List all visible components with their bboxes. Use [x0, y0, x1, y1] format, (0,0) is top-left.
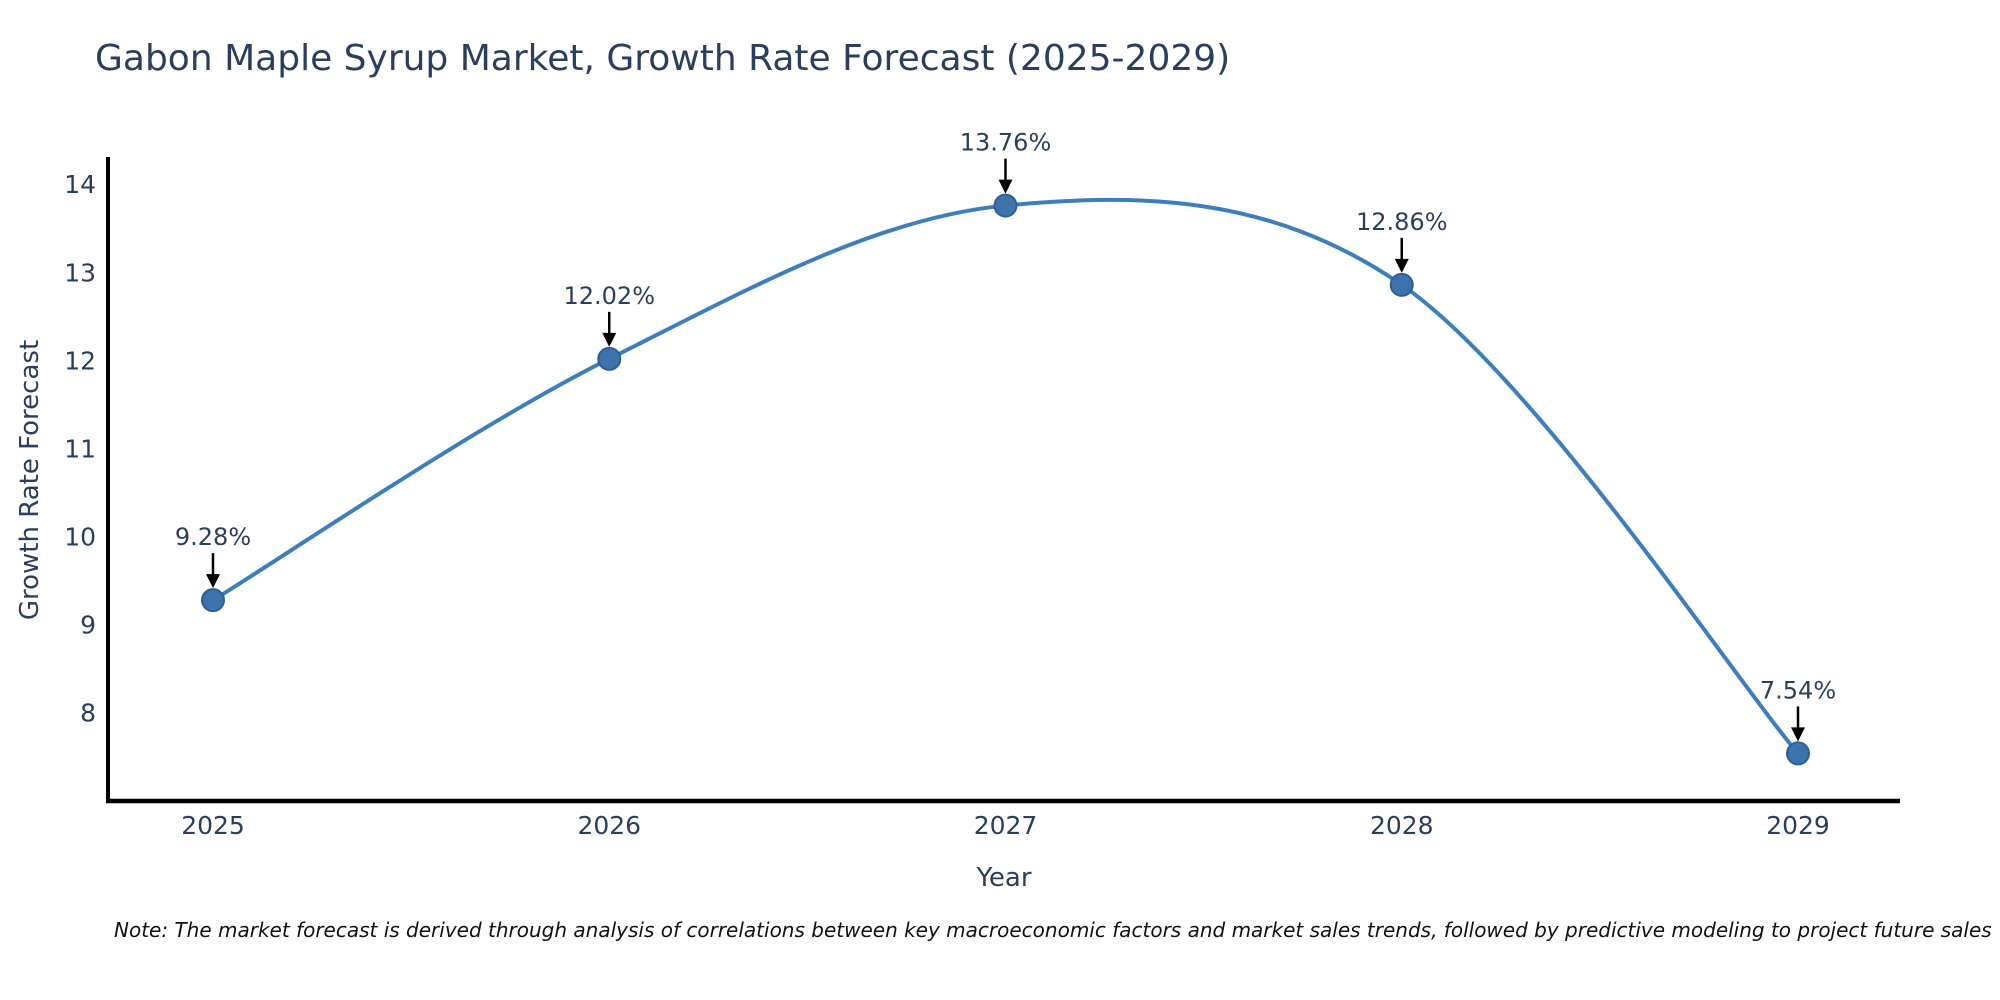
y-tick-label: 12 — [64, 346, 96, 375]
forecast-line — [211, 197, 1800, 756]
point-value-label: 9.28% — [175, 523, 251, 551]
plot-area: 8 9 10 11 12 13 14 2025 2026 2027 2028 2029 9.28% 12.… — [64, 129, 1836, 840]
annotation-arrowhead — [206, 574, 220, 589]
point-value-label: 7.54% — [1760, 676, 1836, 704]
chart-title: Gabon Maple Syrup Market, Growth Rate Fo… — [95, 38, 1231, 79]
annotation-arrowhead — [1791, 727, 1805, 742]
x-tick-label: 2027 — [974, 811, 1038, 840]
y-tick-label: 9 — [80, 611, 96, 640]
footnote: Note: The market forecast is derived thr… — [114, 918, 1992, 942]
y-tick-label: 14 — [64, 170, 96, 199]
annotation-arrowhead — [1394, 258, 1409, 273]
data-point-2027[interactable] — [993, 193, 1018, 218]
x-tick-label: 2025 — [181, 811, 245, 840]
data-point-2029[interactable] — [1786, 741, 1810, 766]
y-tick-label: 10 — [64, 523, 96, 552]
x-tick-label: 2029 — [1766, 811, 1830, 840]
x-axis-title: Year — [975, 863, 1031, 893]
point-value-label: 12.86% — [1356, 208, 1448, 236]
data-point-2025[interactable] — [201, 588, 225, 613]
data-point-2028[interactable] — [1389, 272, 1414, 297]
data-point-2026[interactable] — [597, 346, 622, 371]
x-tick-label: 2026 — [577, 811, 641, 840]
y-tick-label: 11 — [64, 434, 96, 463]
y-axis-title: Growth Rate Forecast — [15, 340, 45, 620]
annotation-arrowhead — [998, 179, 1013, 194]
point-value-label: 12.02% — [563, 282, 655, 310]
x-tick-label: 2028 — [1370, 811, 1434, 840]
y-tick-label: 13 — [64, 258, 96, 287]
y-tick-label: 8 — [80, 699, 96, 728]
point-value-label: 13.76% — [960, 129, 1052, 157]
annotation-arrowhead — [602, 332, 617, 347]
